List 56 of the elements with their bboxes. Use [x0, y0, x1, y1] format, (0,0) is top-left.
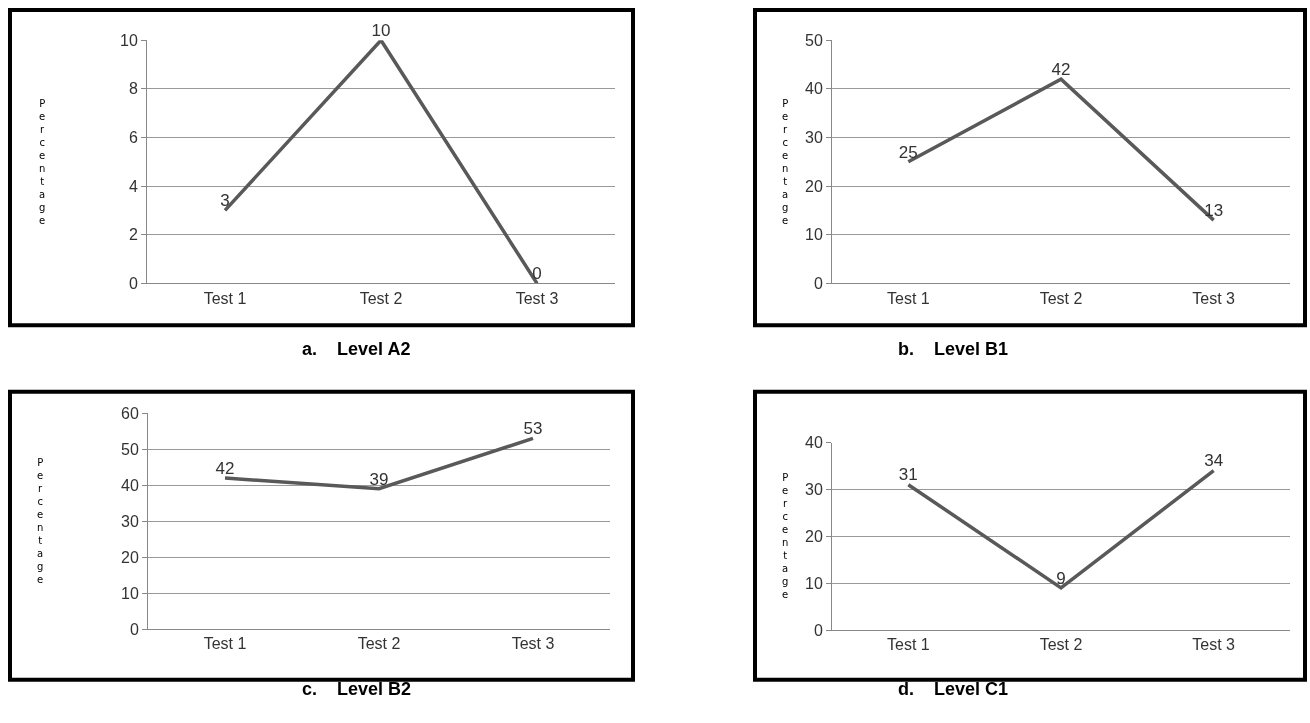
y-tick-label: 0: [128, 274, 138, 292]
y-tick-label: 20: [805, 177, 823, 195]
x-tick-label: Test 2: [357, 635, 401, 653]
x-tick-label: Test 2: [359, 289, 403, 307]
y-tick-label: 20: [121, 548, 139, 566]
y-tick-label: 40: [805, 434, 823, 452]
text: Percentage: [39, 98, 46, 226]
y-tick-label: 20: [805, 527, 823, 545]
text: c. Level B2: [302, 679, 412, 699]
y-tick-label: 6: [128, 129, 138, 147]
x-tick-label: Test 1: [886, 636, 930, 654]
y-tick-label: 4: [128, 177, 138, 195]
y-tick-label: 2: [128, 226, 138, 244]
y-tick-label: 0: [129, 620, 139, 638]
x-tick-label: Test 1: [203, 289, 247, 307]
y-tick-label: 10: [120, 31, 138, 49]
x-tick-label: Test 3: [1192, 636, 1236, 654]
x-tick-label: Test 3: [1192, 289, 1236, 307]
data-label: 0: [532, 264, 542, 284]
data-label: 34: [1204, 451, 1224, 471]
y-tick-label: 40: [805, 80, 823, 98]
data-label: 39: [369, 469, 389, 489]
data-label: 42: [215, 458, 235, 478]
y-tick-label: 10: [805, 574, 823, 592]
y-tick-label: 40: [121, 476, 139, 494]
text: Percentage: [782, 98, 789, 226]
y-tick-label: 8: [128, 80, 138, 98]
text: Percentage: [37, 457, 44, 585]
x-tick-label: Test 1: [886, 289, 930, 307]
data-label: 31: [898, 465, 918, 485]
data-label: 13: [1204, 200, 1224, 220]
y-tick-label: 10: [805, 226, 823, 244]
x-tick-label: Test 3: [511, 635, 555, 653]
y-tick-label: 50: [121, 440, 139, 458]
data-label: 10: [371, 20, 391, 40]
data-label: 42: [1051, 59, 1071, 79]
data-label: 9: [1056, 568, 1066, 588]
y-tick-label: 50: [805, 31, 823, 49]
data-label: 3: [220, 191, 230, 211]
data-label: 25: [898, 142, 918, 162]
y-tick-label: 10: [121, 584, 139, 602]
text: d. Level C1: [898, 679, 1009, 699]
text: b. Level B1: [898, 339, 1009, 359]
text: a. Level A2: [302, 339, 411, 359]
y-tick-label: 0: [813, 621, 823, 639]
x-tick-label: Test 1: [203, 635, 247, 653]
data-label: 53: [523, 419, 543, 439]
x-tick-label: Test 2: [1039, 636, 1083, 654]
x-tick-label: Test 3: [515, 289, 559, 307]
y-tick-label: 30: [121, 512, 139, 530]
y-tick-label: 30: [805, 481, 823, 499]
y-tick-label: 60: [121, 404, 139, 422]
text: Percentage: [782, 472, 789, 600]
y-tick-label: 0: [813, 274, 823, 292]
y-tick-label: 30: [805, 129, 823, 147]
x-tick-label: Test 2: [1039, 289, 1083, 307]
